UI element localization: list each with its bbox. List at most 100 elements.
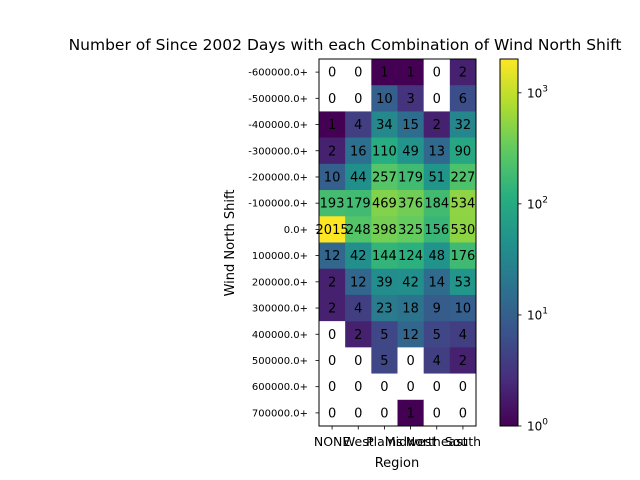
cell-value-label: 325	[398, 223, 423, 238]
cell-value-label: 184	[424, 197, 449, 212]
heatmap-cell	[423, 294, 451, 322]
colorbar-ticks: 100 101 102 103	[518, 84, 548, 434]
heatmap-cell	[371, 242, 398, 270]
cell-value-label: 0	[328, 406, 336, 421]
cell-value-label: 176	[451, 249, 476, 264]
cell-value-label: 179	[346, 197, 371, 212]
heatmap-cell	[319, 347, 346, 374]
cell-value-label: 2	[354, 328, 362, 343]
heatmap-cell	[397, 137, 424, 165]
cell-value-label: 0	[354, 406, 362, 421]
heatmap-cell	[449, 190, 477, 217]
cell-value-label: 0	[328, 66, 336, 81]
cell-value-label: 0	[406, 354, 414, 369]
cell-value-label: 0	[433, 380, 441, 395]
heatmap-cell	[397, 111, 424, 138]
cell-value-label: 156	[424, 223, 449, 238]
cell-value-label: 4	[354, 118, 362, 133]
cell-value-label: 42	[350, 249, 367, 264]
cell-value-label: 0	[380, 406, 388, 421]
cell-value-label: 10	[455, 302, 472, 317]
cell-value-label: 530	[451, 223, 476, 238]
heatmap-cell	[397, 399, 424, 427]
cell-value-label: 227	[451, 170, 476, 185]
heatmap-cell	[423, 111, 451, 138]
heatmap-cell	[319, 268, 346, 296]
heatmap-cell	[319, 216, 346, 243]
heatmap-cell	[371, 163, 398, 191]
heatmap-cell	[345, 216, 372, 243]
cell-value-label: 0	[354, 92, 362, 107]
cell-value-label: 32	[455, 118, 472, 133]
cell-value-label: 5	[380, 354, 388, 369]
heatmap-cell	[423, 216, 451, 243]
cell-value-label: 0	[459, 406, 467, 421]
y-tick-label: 0.0+	[284, 225, 308, 236]
cell-value-label: 2015	[316, 223, 349, 238]
x-tick-label: Midwest	[385, 434, 437, 449]
heatmap-cell	[319, 111, 346, 138]
cell-value-label: 0	[433, 92, 441, 107]
heatmap-cell	[371, 294, 398, 322]
heatmap-cells	[319, 59, 477, 427]
heatmap-cell	[345, 347, 372, 374]
x-tick-label: South	[445, 434, 481, 449]
y-axis-label: Wind North Shift	[223, 190, 238, 297]
heatmap-cell	[371, 137, 398, 165]
cell-value-label: 13	[428, 144, 445, 159]
cell-value-label: 0	[354, 66, 362, 81]
heatmap-cell	[423, 242, 451, 270]
heatmap-cell	[371, 321, 398, 348]
cell-value-label: 2	[328, 302, 336, 317]
cell-value-label: 469	[372, 197, 397, 212]
heatmap-cell	[423, 190, 451, 217]
cell-value-label: 1	[406, 406, 414, 421]
cell-value-label: 0	[328, 92, 336, 107]
cell-value-label: 124	[398, 249, 423, 264]
cell-value-label: 4	[459, 328, 467, 343]
cell-value-label: 44	[350, 170, 367, 185]
cell-value-label: 10	[376, 92, 393, 107]
cell-value-label: 48	[428, 249, 445, 264]
heatmap-cell	[449, 294, 477, 322]
cell-value-label: 4	[354, 302, 362, 317]
cell-value-label: 0	[433, 406, 441, 421]
colorbar-tick-label: 102	[527, 195, 548, 211]
heatmap-cell	[423, 268, 451, 296]
x-tick-label: West	[343, 434, 374, 449]
heatmap-cell	[397, 294, 424, 322]
cell-value-label: 12	[350, 275, 367, 290]
heatmap-cell	[397, 216, 424, 243]
y-tick-label: 500000.0+	[252, 356, 308, 367]
cell-value-label: 2	[459, 354, 467, 369]
heatmap-cell	[345, 59, 372, 86]
heatmap-cell	[319, 163, 346, 191]
cell-value-label: 51	[428, 170, 445, 185]
heatmap-cell	[449, 399, 477, 427]
heatmap-cell	[371, 190, 398, 217]
y-tick-label: 700000.0+	[252, 408, 308, 419]
heatmap-cell	[449, 268, 477, 296]
heatmap-cell	[345, 242, 372, 270]
heatmap-cell	[371, 111, 398, 138]
cell-value-label: 0	[406, 380, 414, 395]
heatmap-cell	[371, 216, 398, 243]
cell-value-label: 10	[324, 170, 341, 185]
heatmap-cell	[423, 85, 451, 112]
cell-value-label: 0	[354, 354, 362, 369]
cell-value-label: 3	[406, 92, 414, 107]
colorbar-tick-label: 100	[527, 418, 548, 434]
heatmap-cell	[371, 85, 398, 112]
x-tick-label: Northeast	[406, 434, 468, 449]
heatmap-cell	[449, 321, 477, 348]
cell-value-label: 12	[402, 328, 419, 343]
heatmap-cell	[423, 163, 451, 191]
heatmap-cell	[423, 59, 451, 86]
y-tick-label: -300000.0+	[248, 146, 308, 157]
cell-value-label: 5	[433, 328, 441, 343]
cell-value-label: 34	[376, 118, 393, 133]
y-tick-label: 200000.0+	[252, 277, 308, 288]
heatmap-cell	[371, 347, 398, 374]
heatmap-cell	[449, 59, 477, 86]
